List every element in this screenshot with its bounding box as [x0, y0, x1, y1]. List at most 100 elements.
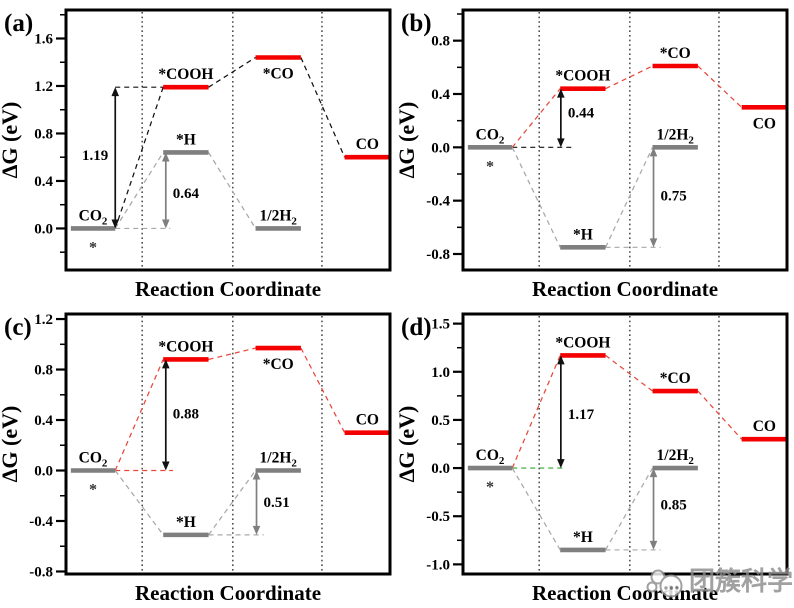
arrowhead-up [557, 88, 565, 98]
y-tick-label: 0.5 [431, 413, 450, 429]
y-tick-label: 0.4 [431, 87, 450, 103]
arrowhead-down [111, 219, 120, 229]
level-label: *H [573, 226, 593, 243]
panel-c: CO2 * *COOH *H *CO 1/2H2 CO 0.88 0.51 -0.8 -0.4 0.0… [0, 304, 397, 608]
level-label: CO [753, 418, 776, 435]
arrowhead-down [252, 525, 261, 535]
panel-label: (a) [4, 10, 33, 37]
y-tick-label: 0.4 [34, 174, 53, 190]
connector-line [511, 355, 561, 469]
connector-line [114, 86, 164, 229]
arrowhead-down [161, 461, 170, 471]
connector-line [300, 57, 346, 158]
level-label: *COOH [555, 68, 610, 85]
level-label: CO [356, 136, 379, 153]
energy-diagram-d: CO2 * *COOH *H *CO 1/2H2 CO 1.17 0.85 -1.0 -0.5 0.0… [397, 312, 789, 605]
energy-diagram-a: CO2 * *COOH *H *CO 1/2H2 CO 1.19 0.64 0.0 0.4 0.8 1.… [0, 8, 392, 301]
level-label: *H [573, 529, 593, 546]
y-tick-label: 0.0 [431, 140, 450, 156]
panel-b: CO2 * *COOH *H *CO 1/2H2 CO 0.44 0.75 -0.8 -0.4 0.0… [397, 0, 794, 304]
arrow-value-label: 0.44 [568, 106, 595, 122]
x-axis-label: Reaction Coordinate [532, 277, 718, 301]
axis-box [64, 8, 392, 272]
energy-diagram-c: CO2 * *COOH *H *CO 1/2H2 CO 0.88 0.51 -0.8 -0.4 0.0… [0, 312, 392, 605]
connector-line [604, 147, 654, 248]
arrowhead-down [557, 459, 565, 469]
connector-line [697, 390, 743, 440]
panel-d: CO2 * *COOH *H *CO 1/2H2 CO 1.17 0.85 -1.0 -0.5 0.0… [397, 304, 794, 608]
y-tick-label: -0.4 [426, 194, 450, 210]
y-tick-label: 1.5 [431, 317, 450, 333]
y-tick-label: 0.0 [34, 221, 53, 237]
connector-line [208, 56, 256, 88]
arrow-value-label: 1.19 [82, 148, 108, 164]
level-label: 1/2H2 [657, 447, 695, 467]
adsorption-site-star: * [486, 479, 494, 496]
connector-line [511, 88, 561, 148]
energy-diagram-b: CO2 * *COOH *H *CO 1/2H2 CO 0.44 0.75 -0.8 -0.4 0.0… [397, 8, 789, 301]
level-label: 1/2H2 [657, 126, 695, 146]
level-label: CO2 [79, 450, 108, 470]
connector-line [208, 470, 257, 536]
y-tick-label: -0.4 [29, 514, 53, 530]
connector-line [114, 470, 164, 536]
connector-line [697, 65, 743, 108]
arrowhead-up [649, 468, 658, 478]
y-tick-label: 0.8 [34, 126, 53, 142]
arrowhead-down [161, 219, 170, 229]
level-label: *H [176, 131, 196, 148]
level-label: 1/2H2 [260, 207, 298, 227]
arrowhead-down [649, 238, 658, 248]
axis-box [461, 8, 789, 272]
arrowhead-up [252, 470, 261, 480]
level-label: *H [176, 514, 196, 531]
level-label: *CO [263, 356, 294, 373]
y-tick-label: 0.0 [34, 464, 53, 480]
y-tick-label: -0.5 [426, 509, 450, 525]
y-tick-label: 1.6 [34, 31, 53, 47]
y-axis-label: ΔG (eV) [397, 406, 419, 483]
arrow-value-label: 0.75 [661, 188, 687, 204]
y-axis-label: ΔG (eV) [397, 102, 419, 179]
y-tick-label: 1.2 [34, 312, 53, 328]
y-tick-label: 0.0 [431, 461, 450, 477]
adsorption-site-star: * [486, 158, 494, 175]
level-label: *CO [660, 370, 691, 387]
level-label: CO2 [79, 207, 108, 227]
y-tick-label: 0.8 [34, 363, 53, 379]
panel-a: CO2 * *COOH *H *CO 1/2H2 CO 1.19 0.64 0.0 0.4 0.8 1.… [0, 0, 397, 304]
y-tick-label: -1.0 [426, 557, 450, 573]
connector-line [605, 65, 653, 90]
connector-line [300, 347, 346, 433]
level-label: CO [356, 412, 379, 429]
arrowhead-up [161, 359, 170, 369]
connector-line [511, 147, 561, 248]
y-tick-label: -0.8 [426, 247, 450, 263]
connector-line [511, 467, 561, 551]
level-label: *COOH [158, 66, 213, 83]
level-label: *COOH [555, 334, 610, 351]
arrowhead-up [649, 147, 658, 157]
connector-line [114, 359, 164, 471]
arrowhead-down [557, 138, 565, 148]
y-tick-label: 1.0 [431, 365, 450, 381]
level-label: CO [753, 115, 776, 132]
y-tick-label: -0.8 [29, 564, 53, 580]
level-label: *COOH [158, 338, 213, 355]
y-tick-label: 1.2 [34, 79, 53, 95]
axis-box [461, 312, 789, 576]
level-label: CO2 [476, 447, 505, 467]
panel-label: (b) [401, 10, 432, 37]
axis-box [64, 312, 392, 576]
arrowhead-up [111, 87, 120, 97]
level-label: 1/2H2 [260, 450, 298, 470]
arrow-value-label: 1.17 [568, 407, 595, 423]
arrowhead-down [649, 540, 658, 550]
arrowhead-up [557, 355, 565, 365]
level-label: *CO [660, 45, 691, 62]
connector-line [605, 354, 653, 392]
connector-line [208, 347, 256, 361]
arrow-value-label: 0.64 [173, 186, 200, 202]
arrow-value-label: 0.88 [173, 407, 199, 423]
